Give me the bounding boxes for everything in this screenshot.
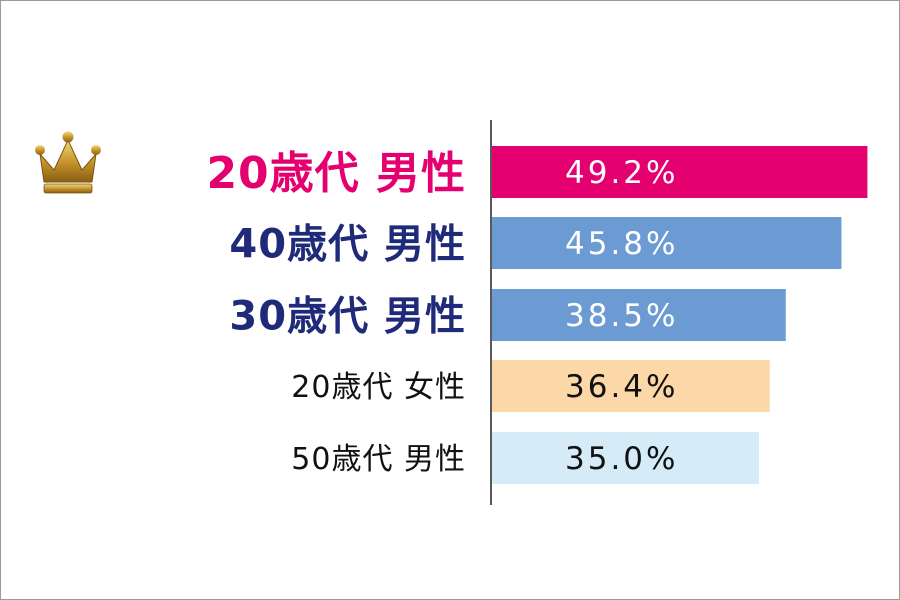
category-label-3: 30歳代 男性 (229, 293, 466, 339)
bar-5 (492, 432, 760, 484)
category-label-4: 20歳代 女性 (291, 370, 466, 405)
category-label-5: 50歳代 男性 (291, 442, 466, 477)
bar-4 (492, 360, 770, 412)
crown-icon (35, 131, 101, 194)
bar-3 (492, 289, 786, 341)
value-label-1: 49.2% (565, 155, 678, 191)
value-label-5: 35.0% (565, 441, 678, 477)
value-label-3: 38.5% (565, 298, 678, 334)
value-label-2: 45.8% (565, 226, 678, 262)
bar-2 (492, 217, 842, 269)
category-label-1: 20歳代 男性 (206, 148, 466, 199)
category-label-2: 40歳代 男性 (229, 221, 466, 267)
bar-1 (492, 146, 868, 198)
value-label-4: 36.4% (565, 369, 678, 405)
